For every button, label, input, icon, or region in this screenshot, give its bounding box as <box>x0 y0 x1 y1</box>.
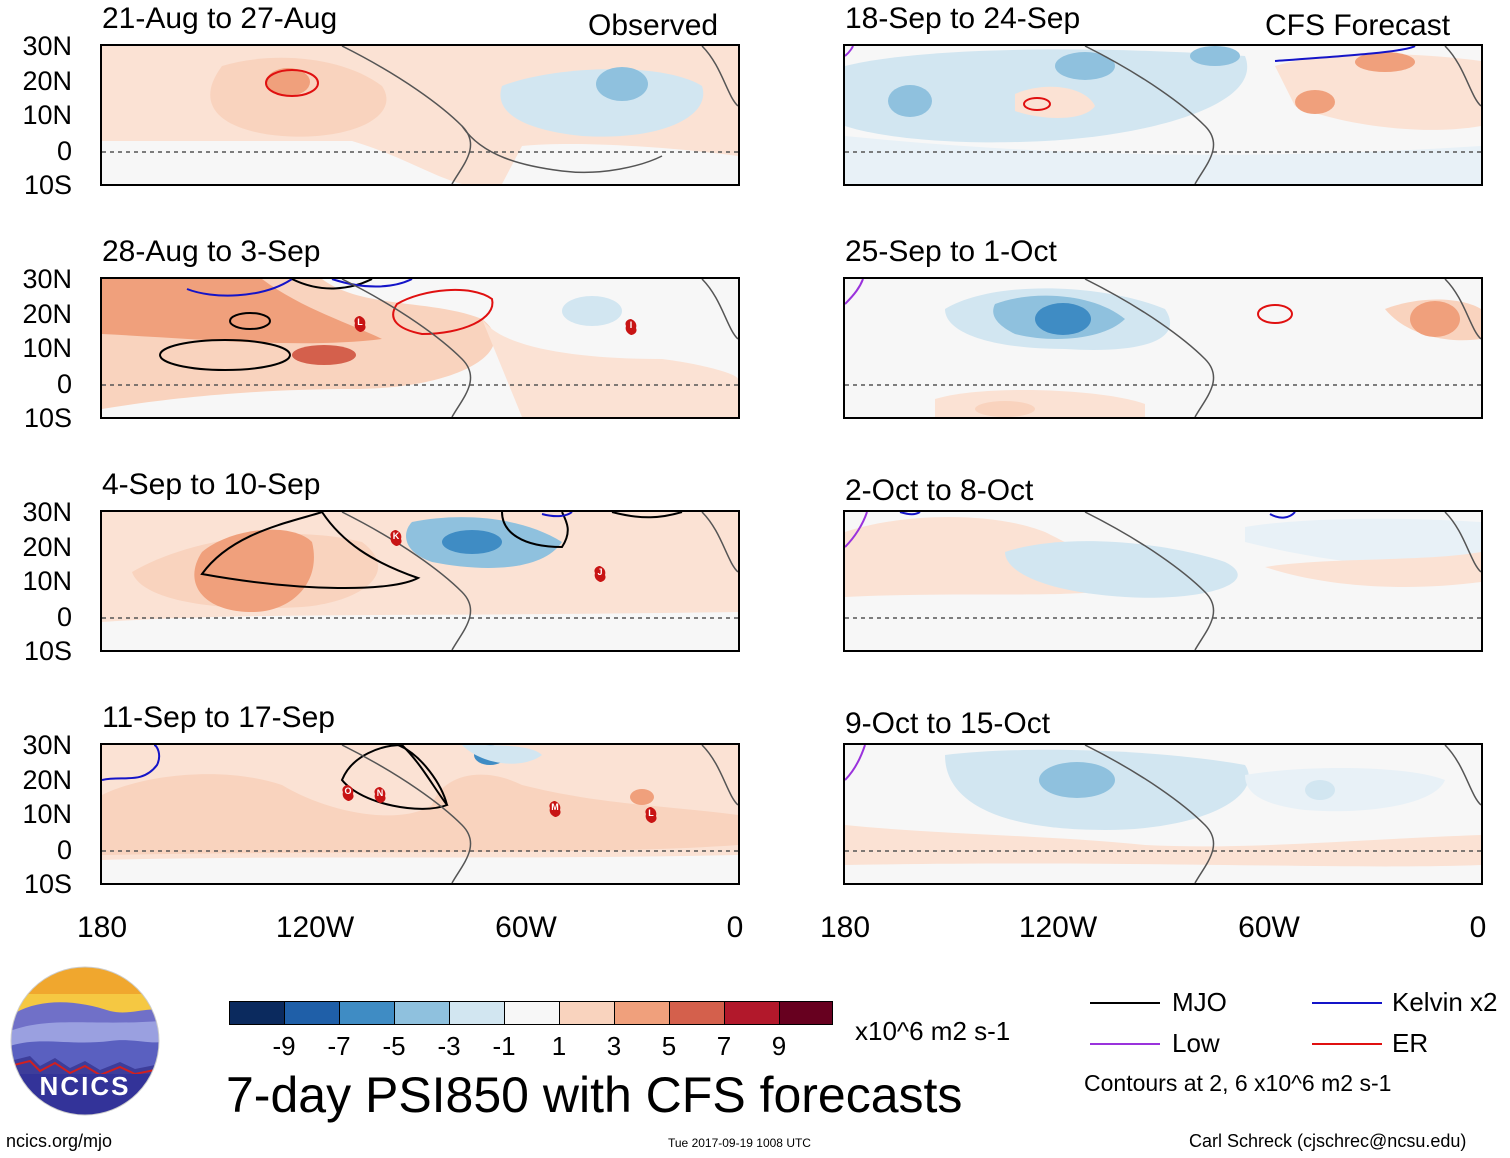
colorbar-swatch <box>229 1001 285 1025</box>
map-panel-4 <box>843 277 1483 419</box>
panel-title-6: 2-Oct to 8-Oct <box>845 474 1034 507</box>
lat-label: 20N <box>22 532 72 562</box>
colorbar-swatch <box>669 1001 725 1025</box>
map-panel-8 <box>843 743 1483 885</box>
colorbar-swatch <box>779 1001 833 1025</box>
colorbar-tick: 5 <box>661 1031 677 1061</box>
lat-label: 30N <box>22 264 72 294</box>
legend-label-mjo: MJO <box>1172 987 1227 1017</box>
map-panel-2 <box>843 44 1483 186</box>
lat-label: 10N <box>22 799 72 829</box>
lat-label: 10S <box>23 170 72 200</box>
colorbar-tick: 9 <box>771 1031 787 1061</box>
lon-label: 180 <box>76 911 128 944</box>
colorbar-tick: 1 <box>551 1031 567 1061</box>
legend-label-kelvin: Kelvin x2 <box>1392 987 1498 1017</box>
footer-timestamp: Tue 2017-09-19 1008 UTC <box>668 1136 811 1150</box>
er-legend-line <box>1312 1043 1382 1045</box>
lon-label: 0 <box>1469 911 1487 944</box>
map-panel-1 <box>100 44 740 186</box>
storm-letter: K <box>392 531 400 541</box>
colorbar-swatch <box>614 1001 670 1025</box>
map-panel-6 <box>843 510 1483 652</box>
lat-label: 20N <box>22 66 72 96</box>
storm-letter: L <box>357 317 363 327</box>
colorbar-tick: -7 <box>327 1031 351 1061</box>
footer-url[interactable]: ncics.org/mjo <box>6 1131 113 1151</box>
lat-label: 30N <box>22 31 72 61</box>
panel-title-3: 28-Aug to 3-Sep <box>102 235 321 268</box>
mjo-legend-line <box>1090 1002 1160 1004</box>
lat-label: 10S <box>23 869 72 899</box>
colorbar-swatch <box>559 1001 615 1025</box>
map-panel-7: O N M L <box>100 743 740 885</box>
main-title: 7-day PSI850 with CFS forecasts <box>226 1067 963 1123</box>
ncics-logo: NCICS <box>10 966 160 1116</box>
lat-label: 0 <box>56 369 72 399</box>
logo-text: NCICS <box>39 1071 131 1101</box>
low-legend-line <box>1090 1043 1160 1045</box>
colorbar-tick: 3 <box>606 1031 622 1061</box>
contour-note: Contours at 2, 6 x10^6 m2 s-1 <box>1084 1070 1392 1096</box>
lon-label: 60W <box>495 911 557 944</box>
panel-title-2: 18-Sep to 24-Sep <box>845 2 1081 35</box>
colorbar-swatch <box>504 1001 560 1025</box>
lat-label: 30N <box>22 497 72 527</box>
lat-label: 10S <box>23 403 72 433</box>
lat-label: 20N <box>22 765 72 795</box>
lon-label: 120W <box>1018 911 1098 944</box>
storm-letter: I <box>629 320 633 330</box>
map-panel-5: K J <box>100 510 740 652</box>
panel-title-1: 21-Aug to 27-Aug <box>102 2 338 35</box>
storm-letter: L <box>648 808 654 818</box>
panel-title-7: 11-Sep to 17-Sep <box>102 701 335 734</box>
colorbar-swatch <box>449 1001 505 1025</box>
colorbar-tick: -1 <box>492 1031 516 1061</box>
storm-letter: O <box>344 786 352 796</box>
storm-letter: J <box>597 567 603 577</box>
kelvin-legend-line <box>1312 1002 1382 1004</box>
panel-title-5: 4-Sep to 10-Sep <box>102 468 321 501</box>
observed-label: Observed <box>588 9 719 42</box>
panel-title-8: 9-Oct to 15-Oct <box>845 707 1051 740</box>
colorbar-swatch <box>339 1001 395 1025</box>
lon-label: 180 <box>819 911 871 944</box>
lat-label: 10N <box>22 100 72 130</box>
lat-label: 20N <box>22 299 72 329</box>
colorbar-swatch <box>724 1001 780 1025</box>
map-panel-3: L I <box>100 277 740 419</box>
colorbar-tick: 7 <box>716 1031 732 1061</box>
lon-label: 120W <box>275 911 355 944</box>
storm-letter: M <box>551 802 559 812</box>
colorbar-swatch <box>394 1001 450 1025</box>
legend-label-er: ER <box>1392 1028 1429 1058</box>
colorbar-tick: -3 <box>437 1031 461 1061</box>
lat-label: 0 <box>56 136 72 166</box>
lat-label: 0 <box>56 835 72 865</box>
lon-label: 60W <box>1238 911 1300 944</box>
lat-label: 0 <box>56 602 72 632</box>
colorbar-tick: -9 <box>272 1031 296 1061</box>
colorbar <box>229 1001 833 1027</box>
colorbar-swatch <box>284 1001 340 1025</box>
lat-label: 10N <box>22 333 72 363</box>
footer-credit: Carl Schreck (cjschrec@ncsu.edu) <box>1189 1131 1467 1151</box>
lat-label: 30N <box>22 730 72 760</box>
lat-label: 10S <box>23 636 72 666</box>
legend-label-low: Low <box>1172 1028 1220 1058</box>
lat-label: 10N <box>22 566 72 596</box>
lon-label: 0 <box>726 911 744 944</box>
cfs-forecast-label: CFS Forecast <box>1265 9 1451 42</box>
colorbar-tick: -5 <box>382 1031 406 1061</box>
colorbar-units: x10^6 m2 s-1 <box>855 1016 1011 1046</box>
storm-letter: N <box>376 788 384 798</box>
panel-title-4: 25-Sep to 1-Oct <box>845 235 1057 268</box>
